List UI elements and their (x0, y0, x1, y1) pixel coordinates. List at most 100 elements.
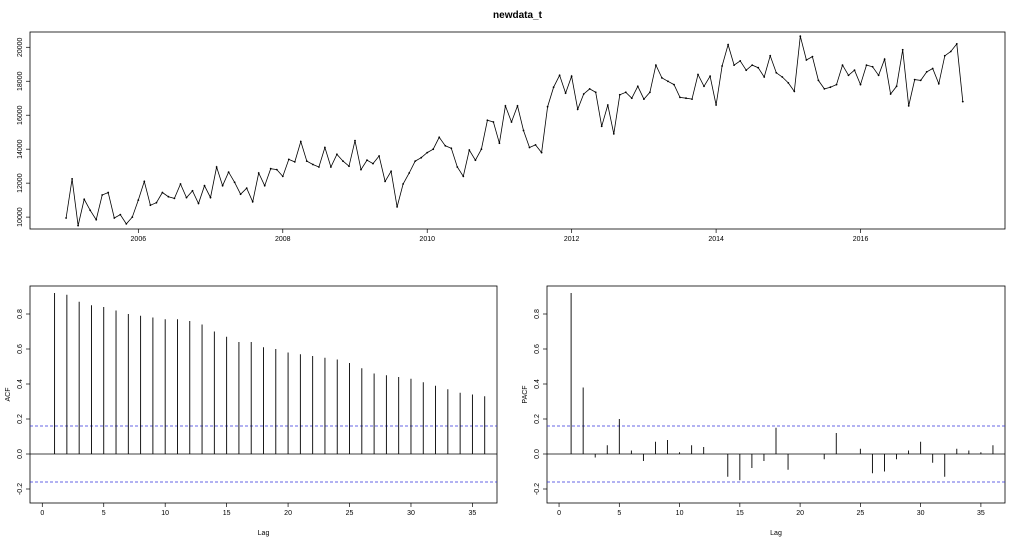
data-point (805, 59, 808, 61)
data-point (293, 161, 296, 163)
data-point (167, 195, 170, 198)
y-tick-label: 14000 (17, 139, 24, 159)
data-point (552, 86, 555, 89)
x-tick-label: 2014 (708, 236, 724, 243)
data-point (462, 175, 465, 178)
data-point (835, 83, 838, 86)
data-point (522, 129, 525, 132)
data-point (354, 139, 356, 142)
data-point (516, 105, 519, 107)
data-point (871, 65, 874, 68)
x-tick-label: 2006 (131, 236, 147, 243)
data-point (630, 97, 633, 100)
data-point (949, 50, 952, 53)
data-point (342, 160, 344, 163)
data-point (655, 64, 657, 66)
data-point (955, 43, 958, 45)
data-point (498, 142, 501, 145)
data-point (203, 184, 206, 187)
data-point (931, 67, 934, 70)
data-point (263, 184, 266, 187)
data-point (83, 198, 86, 201)
data-point (426, 151, 429, 154)
data-point (330, 166, 332, 168)
data-point (697, 73, 699, 76)
data-point (558, 74, 561, 77)
data-point (624, 91, 627, 94)
chart-title: newdata_t (493, 10, 543, 21)
x-tick-label: 20 (284, 510, 292, 517)
data-point (390, 170, 392, 173)
data-point (486, 119, 489, 122)
y-tick-label: 0.4 (534, 379, 541, 389)
data-point (925, 71, 928, 73)
x-tick-label: 0 (40, 510, 44, 517)
data-point (811, 55, 814, 58)
data-point (889, 93, 892, 95)
data-point (444, 144, 447, 147)
data-point (636, 85, 639, 88)
data-point (155, 201, 158, 204)
data-point (570, 75, 573, 78)
data-point (414, 160, 417, 163)
x-tick-label: 5 (102, 510, 106, 517)
x-tick-label: 5 (617, 510, 621, 517)
data-point (402, 183, 404, 185)
data-point (757, 66, 760, 69)
data-point (847, 74, 850, 77)
data-point (65, 217, 67, 219)
plot-frame (29, 285, 498, 504)
data-point (396, 206, 398, 208)
data-point (763, 76, 766, 78)
data-point (438, 136, 441, 139)
data-point (456, 166, 459, 168)
y-tick-label: 0.6 (17, 344, 24, 354)
data-point (450, 147, 453, 150)
data-point (793, 90, 796, 93)
data-point (588, 88, 591, 90)
data-point (733, 64, 735, 66)
data-point (769, 54, 772, 57)
data-point (233, 181, 236, 184)
data-point (336, 153, 338, 156)
x-tick-label: 15 (223, 510, 231, 517)
data-point (287, 158, 290, 161)
x-tick-label: 10 (161, 510, 169, 517)
y-tick-label: 20000 (17, 37, 24, 57)
data-point (348, 165, 350, 168)
y-tick-label: 0.2 (534, 414, 541, 424)
data-point (119, 213, 122, 216)
data-point (384, 180, 386, 183)
data-point (372, 162, 374, 165)
data-point (275, 168, 278, 171)
data-point (269, 167, 272, 170)
y-tick-label: 12000 (17, 173, 24, 193)
data-point (173, 197, 176, 200)
data-point (215, 166, 218, 168)
y-tick-label: 0.4 (17, 379, 24, 389)
data-point (251, 200, 254, 203)
data-point (95, 218, 98, 221)
data-point (667, 80, 669, 83)
data-point (673, 83, 675, 86)
data-point (703, 85, 705, 88)
data-point (943, 54, 946, 57)
data-point (781, 76, 784, 78)
x-tick-label: 20 (796, 510, 804, 517)
data-point (817, 79, 820, 82)
y-tick-label: -0.2 (534, 483, 541, 495)
x-tick-label: 2016 (853, 236, 869, 243)
data-point (649, 91, 651, 94)
data-point (883, 58, 886, 61)
data-point (245, 187, 248, 190)
data-point (299, 140, 302, 143)
data-point (318, 166, 320, 168)
data-point (101, 194, 104, 196)
data-point (107, 191, 110, 194)
data-point (715, 104, 717, 106)
data-point (907, 105, 910, 107)
data-point (721, 65, 723, 67)
y-axis-label: PACF (522, 385, 529, 403)
data-point (739, 60, 742, 62)
